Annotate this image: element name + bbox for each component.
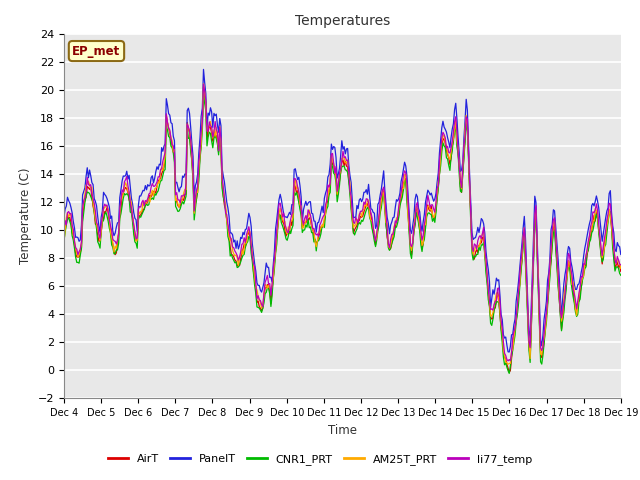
AM25T_PRT (470, 248, 478, 254)
AirT (373, 233, 381, 239)
li77_temp (617, 262, 625, 268)
AM25T_PRT (200, 81, 207, 86)
CNR1_PRT (373, 237, 381, 243)
CNR1_PRT (234, 264, 242, 270)
Line: AirT: AirT (64, 87, 621, 372)
Line: PanelT: PanelT (64, 70, 621, 352)
AM25T_PRT (60, 239, 68, 245)
li77_temp (200, 81, 207, 87)
li77_temp (470, 241, 478, 247)
PanelT (60, 214, 68, 219)
PanelT (399, 167, 407, 172)
AirT (568, 279, 576, 285)
AirT (234, 262, 242, 268)
AirT (399, 180, 407, 186)
CNR1_PRT (617, 273, 625, 278)
AirT (470, 256, 478, 262)
AirT (296, 204, 304, 210)
PanelT (296, 183, 304, 189)
li77_temp (373, 230, 381, 236)
li77_temp (60, 226, 68, 232)
CNR1_PRT (399, 187, 407, 193)
AM25T_PRT (504, 361, 512, 367)
CNR1_PRT (296, 206, 304, 212)
AM25T_PRT (568, 282, 576, 288)
PanelT (617, 252, 625, 257)
PanelT (506, 349, 513, 355)
CNR1_PRT (506, 371, 513, 376)
Title: Temperatures: Temperatures (295, 14, 390, 28)
Line: li77_temp: li77_temp (64, 84, 621, 361)
AirT (617, 268, 625, 274)
AM25T_PRT (373, 235, 381, 241)
CNR1_PRT (568, 287, 576, 292)
PanelT (373, 222, 381, 228)
AirT (200, 84, 207, 90)
Y-axis label: Temperature (C): Temperature (C) (19, 168, 32, 264)
PanelT (200, 67, 207, 72)
AM25T_PRT (296, 202, 304, 208)
CNR1_PRT (200, 90, 207, 96)
AM25T_PRT (617, 265, 625, 271)
X-axis label: Time: Time (328, 424, 357, 437)
li77_temp (234, 257, 242, 263)
Line: CNR1_PRT: CNR1_PRT (64, 93, 621, 373)
li77_temp (399, 173, 407, 179)
Legend: AirT, PanelT, CNR1_PRT, AM25T_PRT, li77_temp: AirT, PanelT, CNR1_PRT, AM25T_PRT, li77_… (103, 450, 537, 469)
PanelT (568, 264, 576, 270)
AirT (506, 370, 513, 375)
CNR1_PRT (470, 253, 478, 259)
AM25T_PRT (399, 186, 407, 192)
AM25T_PRT (234, 263, 242, 268)
li77_temp (568, 272, 576, 278)
AirT (60, 230, 68, 236)
Line: AM25T_PRT: AM25T_PRT (64, 84, 621, 364)
CNR1_PRT (60, 237, 68, 243)
PanelT (470, 235, 478, 241)
li77_temp (296, 196, 304, 202)
PanelT (234, 246, 242, 252)
li77_temp (504, 358, 512, 364)
Text: EP_met: EP_met (72, 45, 120, 58)
